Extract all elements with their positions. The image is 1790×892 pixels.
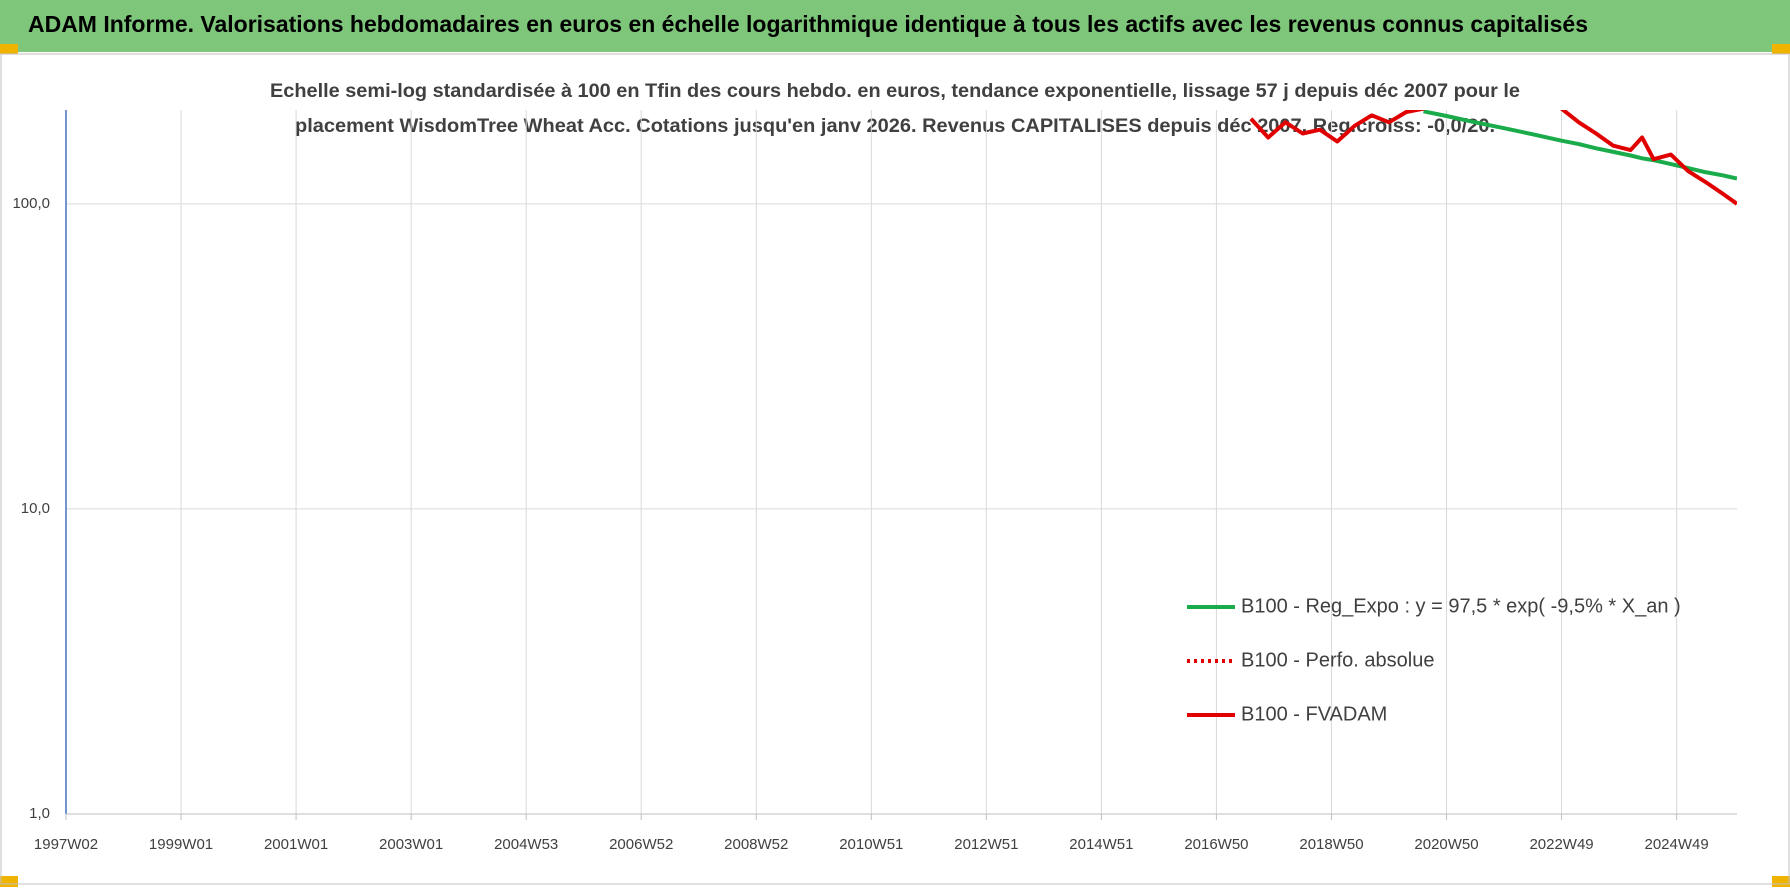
x-tick-label: 2016W50 [1184,836,1248,853]
corner [1772,876,1790,887]
series-line [1423,110,1737,181]
x-tick-label: 2004W53 [494,836,558,853]
frame [0,53,1790,885]
y-tick-label: 1,0 [29,805,50,822]
legend-label: B100 - Reg_Expo : y = 97,5 * exp( -9,5% … [1241,595,1681,617]
x-tick-label: 2018W50 [1299,836,1363,853]
x-tick-label: 2014W51 [1069,836,1133,853]
x-tick-label: 2003W01 [379,836,443,853]
chart-title: ADAM Informe. Valorisations hebdomadaire… [28,11,1588,37]
x-tick-label: 1997W02 [34,836,98,853]
corner [0,44,18,54]
legend-label: B100 - Perfo. absolue [1241,649,1434,671]
series-line [1249,110,1737,206]
x-tick-label: 2024W49 [1644,836,1708,853]
x-tick-label: 2008W52 [724,836,788,853]
corner [0,876,18,887]
x-tick-label: 2006W52 [609,836,673,853]
x-tick-label: 2010W51 [839,836,903,853]
y-tick-label: 100,0 [12,195,50,212]
subtitle: placement WisdomTree Wheat Acc. Cotation… [295,116,1495,137]
legend-label: B100 - FVADAM [1241,703,1387,725]
x-tick-label: 2012W51 [954,836,1018,853]
y-tick-label: 10,0 [21,500,50,517]
header-bar [0,0,1790,52]
corner [1772,44,1790,54]
x-tick-label: 2020W50 [1414,836,1478,853]
subtitle: Echelle semi-log standardisée à 100 en T… [270,81,1520,102]
x-tick-label: 2001W01 [264,836,328,853]
x-tick-label: 1999W01 [149,836,213,853]
x-tick-label: 2022W49 [1529,836,1593,853]
